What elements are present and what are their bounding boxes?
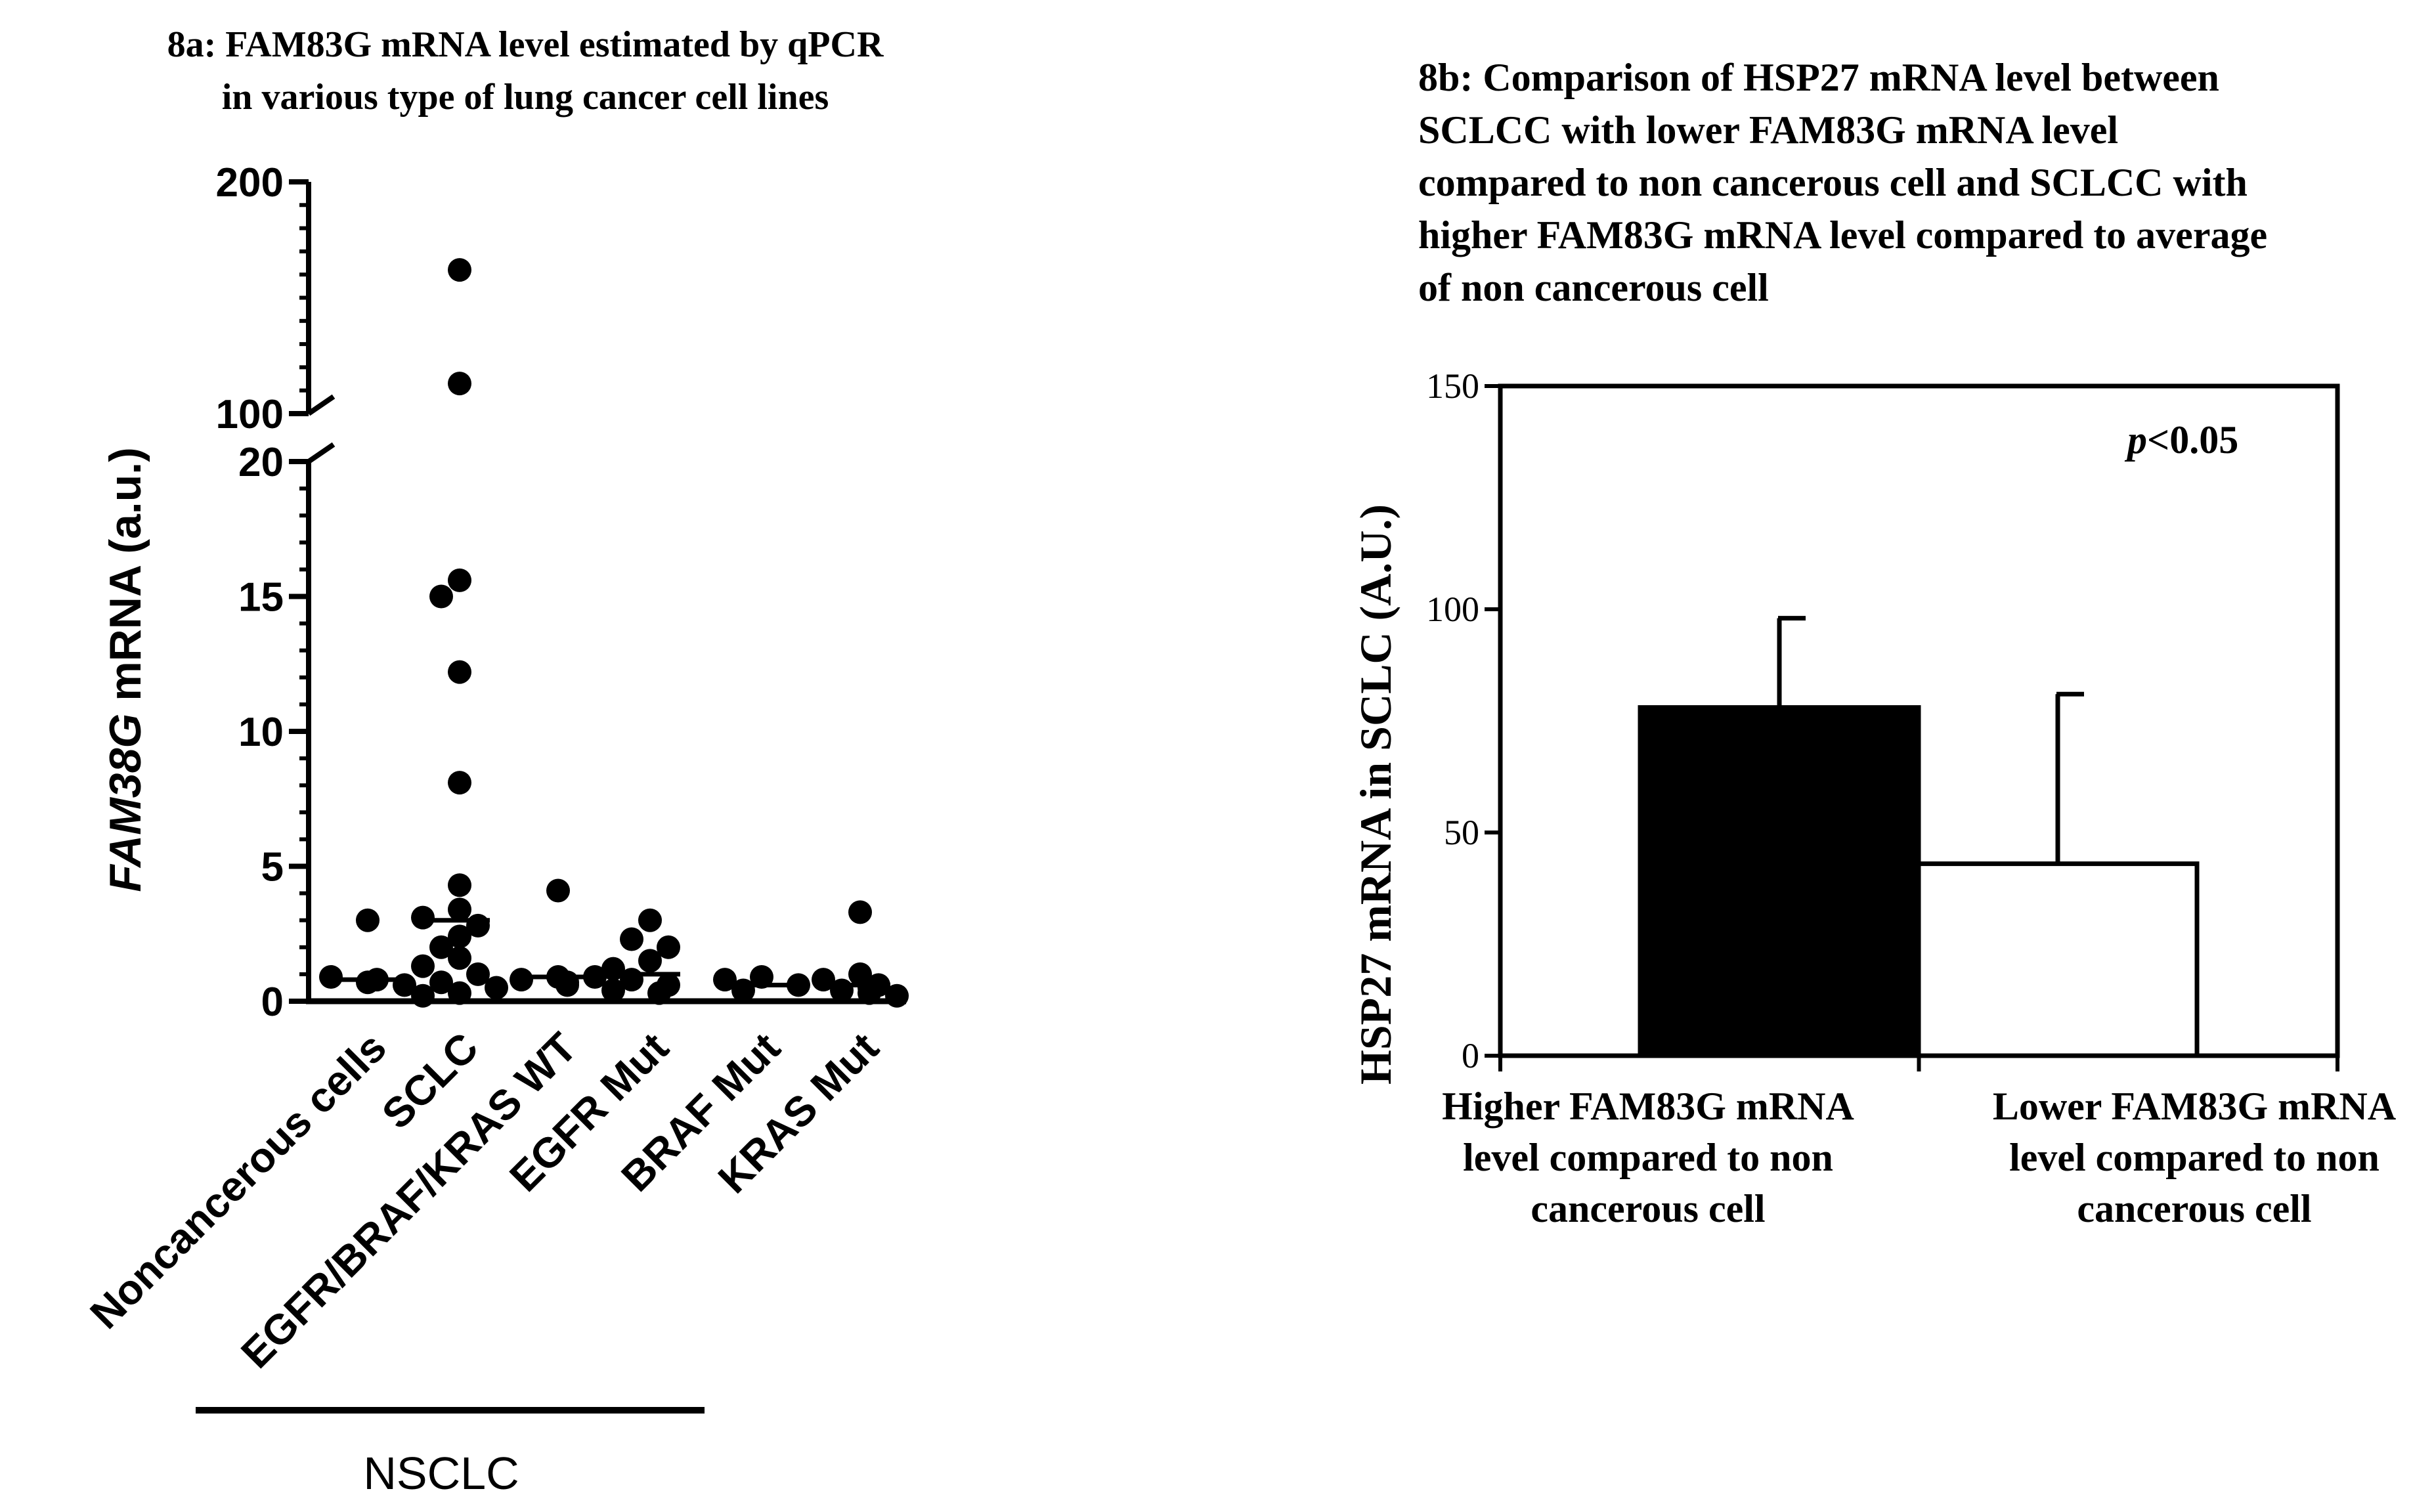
chart-8b-tick-label: 0 bbox=[1462, 1036, 1479, 1075]
nsclc-group-label: NSCLC bbox=[363, 1448, 519, 1499]
chart-8a-axis-break-upper bbox=[307, 394, 336, 416]
chart-8a-title-line1: 8a: FAM83G mRNA level estimated by qPCR bbox=[167, 24, 884, 65]
chart-8a-tick-label: 5 bbox=[261, 845, 284, 890]
chart-8a-data-point bbox=[510, 968, 533, 992]
chart-8a-data-point bbox=[713, 968, 737, 992]
chart-8a-data-point bbox=[448, 660, 471, 684]
chart-8a-data-point bbox=[620, 927, 643, 951]
chart-8a-data-point bbox=[448, 771, 471, 795]
panel-8a: 8a: FAM83G mRNA level estimated by qPCR … bbox=[81, 24, 909, 1499]
chart-8a-ylabel: FAM38G mRNA (a.u.) bbox=[100, 447, 150, 892]
chart-8a-tick-label: 15 bbox=[238, 575, 284, 620]
chart-8a-ylabel-units: mRNA (a.u.) bbox=[100, 447, 150, 713]
chart-8a-data-point bbox=[448, 924, 471, 949]
chart-8a-data-point bbox=[448, 258, 471, 282]
chart-8b-category-label: Lower FAM83G mRNA bbox=[1993, 1085, 2396, 1128]
chart-8b-pvalue-threshold: <0.05 bbox=[2147, 418, 2238, 462]
chart-8a-data-point bbox=[466, 962, 490, 986]
chart-8b-category-label: level compared to non bbox=[2009, 1136, 2380, 1179]
chart-8b-y-ticks: 0 50 100 150 bbox=[1426, 366, 2339, 1075]
chart-8b-title-line5: of non cancerous cell bbox=[1418, 266, 1769, 309]
chart-8b-title-line4: higher FAM83G mRNA level compared to ave… bbox=[1418, 213, 2267, 257]
chart-8a-data-point bbox=[411, 954, 435, 978]
chart-8b-pvalue-p: p bbox=[2124, 418, 2147, 462]
chart-8a-data-point bbox=[731, 978, 755, 1003]
chart-8a-tick-label: 100 bbox=[216, 392, 284, 437]
chart-8a-data-point bbox=[601, 957, 625, 981]
chart-8a-data-point bbox=[429, 970, 453, 995]
panel-8b: 8b: Comparison of HSP27 mRNA level betwe… bbox=[1351, 56, 2396, 1230]
chart-8a-data-point bbox=[787, 973, 810, 997]
chart-8b-categories: Higher FAM83G mRNA level compared to non c… bbox=[1442, 1085, 2396, 1230]
chart-8b-bars bbox=[1638, 616, 2200, 1058]
chart-8b-title-line2: SCLCC with lower FAM83G mRNA level bbox=[1418, 108, 2118, 152]
chart-8a-data-point bbox=[638, 949, 662, 973]
chart-8a-data-point bbox=[319, 965, 343, 989]
chart-8a-data-point bbox=[583, 965, 607, 989]
chart-8a-tick-label: 0 bbox=[261, 980, 284, 1025]
chart-8b-title-line3: compared to non cancerous cell and SCLCC… bbox=[1418, 161, 2248, 204]
chart-8b-tick-label: 50 bbox=[1444, 813, 1479, 852]
chart-8a-tick-label: 10 bbox=[238, 710, 284, 755]
chart-8a-axis-break-lower bbox=[307, 442, 336, 464]
chart-8a-data-point bbox=[448, 897, 471, 922]
chart-8b-tick-label: 150 bbox=[1426, 366, 1479, 406]
chart-8a-data-point bbox=[411, 983, 435, 1008]
chart-8a-data-point bbox=[830, 978, 854, 1003]
chart-8a-data-point bbox=[647, 981, 671, 1005]
chart-8a-data-point bbox=[812, 968, 835, 992]
chart-8b-bar bbox=[1916, 861, 2200, 1058]
chart-8a-data-point bbox=[485, 976, 508, 1000]
chart-8a-data-point bbox=[411, 905, 435, 930]
chart-8b-category-label: cancerous cell bbox=[1531, 1187, 1765, 1230]
chart-8a-data-point bbox=[429, 584, 453, 609]
chart-8a-axes bbox=[306, 182, 906, 1004]
chart-8a-data-point bbox=[601, 978, 625, 1003]
chart-8a-data-point bbox=[448, 873, 471, 897]
chart-8a-data-point bbox=[638, 908, 662, 932]
chart-8a-data-point bbox=[356, 908, 380, 932]
chart-8a-data-point bbox=[393, 973, 416, 997]
chart-8a-tick-label: 200 bbox=[216, 160, 284, 205]
chart-8a-points bbox=[319, 258, 909, 1008]
chart-8b-ylabel: HSP27 mRNA in SCLC (A.U.) bbox=[1351, 504, 1401, 1085]
chart-8a-data-point bbox=[448, 568, 471, 592]
chart-8a-data-point bbox=[885, 983, 909, 1008]
chart-8b-title-line1: 8b: Comparison of HSP27 mRNA level betwe… bbox=[1418, 56, 2219, 99]
chart-8b-bar bbox=[1638, 705, 1921, 1058]
chart-8a-data-point bbox=[848, 900, 872, 924]
chart-8a-ylabel-gene: FAM38G bbox=[100, 714, 150, 892]
chart-8b-pvalue: p<0.05 bbox=[2124, 418, 2238, 462]
chart-8a-data-point bbox=[546, 878, 570, 903]
chart-8a-data-point bbox=[429, 935, 453, 959]
chart-8b-tick-label: 100 bbox=[1426, 590, 1479, 629]
chart-8a-data-point bbox=[448, 372, 471, 396]
chart-8b-category-label: level compared to non bbox=[1463, 1136, 1833, 1179]
chart-8b-category-label: cancerous cell bbox=[2077, 1187, 2311, 1230]
chart-8a-tick-label: 20 bbox=[238, 440, 284, 485]
chart-8a-data-point bbox=[448, 981, 471, 1005]
chart-8a-data-point bbox=[657, 935, 680, 959]
chart-8a-data-point bbox=[448, 946, 471, 970]
chart-8b-category-label: Higher FAM83G mRNA bbox=[1442, 1085, 1854, 1128]
chart-8a-title-line2: in various type of lung cancer cell line… bbox=[222, 77, 829, 118]
